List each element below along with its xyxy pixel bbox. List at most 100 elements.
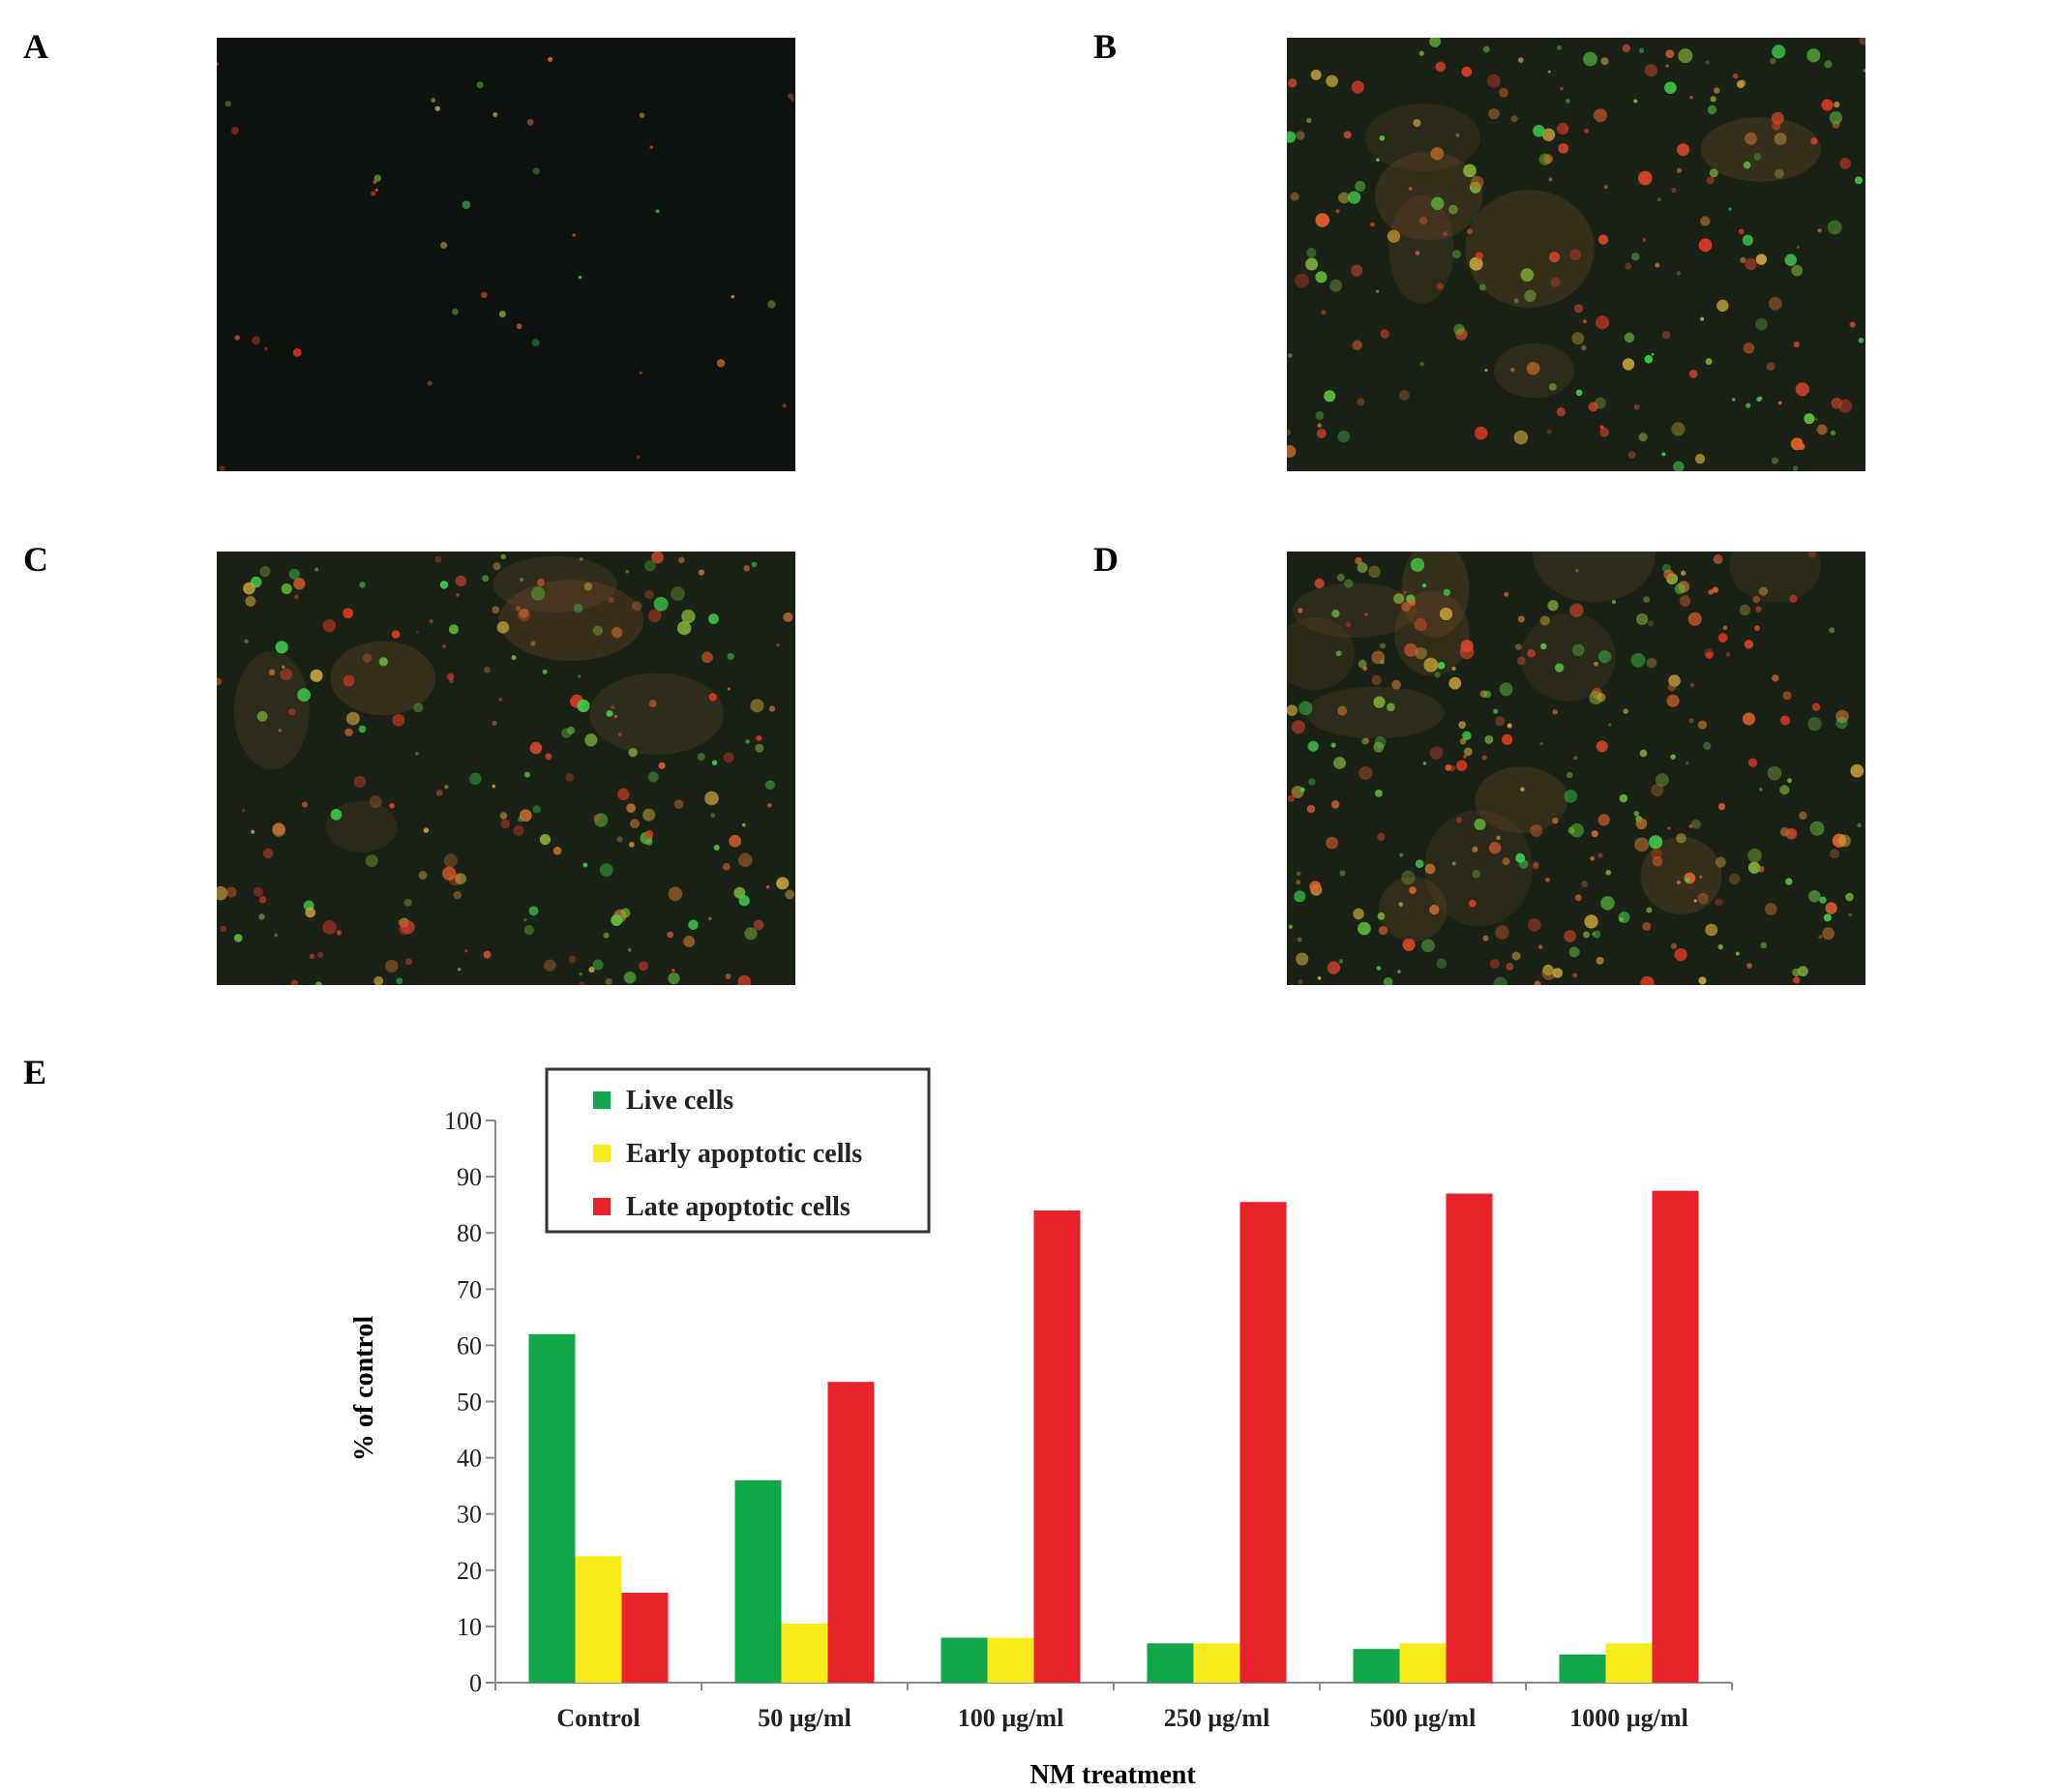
cell-dot — [258, 896, 267, 904]
cell-dot — [1391, 679, 1401, 690]
cell-dot — [442, 643, 446, 648]
cell-haze — [233, 651, 310, 770]
cell-dot — [225, 886, 237, 898]
y-tick-label: 40 — [457, 1445, 482, 1473]
cell-dot — [1705, 60, 1710, 65]
cell-dot — [1288, 924, 1294, 929]
cell-dot — [1448, 204, 1458, 215]
cell-dot — [1565, 99, 1570, 104]
cell-dot — [1728, 207, 1732, 211]
cell-haze — [1475, 766, 1568, 833]
cell-dot — [1326, 75, 1338, 88]
cell-dot — [1838, 399, 1853, 413]
cell-dot — [523, 925, 535, 936]
cell-dot — [1548, 177, 1553, 182]
cell-dot — [1839, 158, 1851, 169]
cell-dot — [1317, 976, 1322, 980]
cell-dot — [783, 612, 793, 622]
cell-dot — [1571, 332, 1585, 345]
cell-haze — [1305, 686, 1445, 739]
cell-dot — [716, 359, 726, 368]
cell-dot — [290, 979, 299, 985]
cell-dot — [1698, 976, 1707, 985]
bar — [1605, 1643, 1653, 1683]
cell-dot — [1792, 465, 1799, 471]
cell-dot — [399, 923, 411, 936]
cell-dot — [1757, 865, 1765, 873]
cell-dot — [647, 771, 659, 783]
cell-dot — [1380, 329, 1389, 339]
cell-dot — [723, 752, 734, 763]
cell-dot — [1287, 704, 1298, 716]
cell-dot — [1330, 799, 1340, 809]
cell-dot — [1310, 69, 1322, 80]
cell-dot — [1766, 362, 1776, 372]
cell-dot — [1472, 869, 1480, 879]
panel-label-a: A — [23, 27, 48, 66]
cell-dot — [1630, 652, 1646, 668]
cell-haze — [1287, 617, 1355, 691]
cell-dot — [245, 595, 256, 607]
cell-dot — [639, 371, 642, 374]
cell-dot — [1665, 49, 1675, 59]
cell-dot — [1499, 87, 1508, 98]
cell-dot — [1854, 176, 1863, 185]
y-tick-label: 30 — [457, 1501, 482, 1529]
cell-dot — [1343, 131, 1352, 139]
cell-dot — [1484, 369, 1488, 373]
cell-dot — [1453, 323, 1465, 336]
cell-dot — [1548, 382, 1557, 391]
bar — [987, 1637, 1034, 1683]
cell-dot — [1739, 604, 1751, 616]
cell-dot — [1336, 573, 1345, 582]
cell-dot — [396, 977, 403, 985]
cell-dot — [1644, 355, 1654, 364]
legend-entry: Early apoptotic cells — [626, 1139, 862, 1169]
cell-dot — [745, 739, 750, 744]
cell-dot — [1689, 682, 1695, 687]
cell-dot — [1321, 310, 1327, 315]
cell-dot — [1338, 959, 1344, 964]
cell-dot — [1368, 565, 1381, 579]
cell-dot — [1758, 586, 1769, 596]
cell-dot — [639, 112, 645, 118]
cell-dot — [435, 790, 443, 796]
cell-haze — [589, 672, 724, 756]
cell-dot — [1638, 433, 1648, 442]
panel-label-b: B — [1093, 27, 1118, 66]
cell-dot — [1858, 337, 1865, 343]
cell-dot — [1834, 102, 1840, 108]
cell-dot — [1408, 187, 1413, 191]
cell-dot — [688, 919, 699, 930]
cell-dot — [515, 606, 522, 612]
cell-dot — [1402, 938, 1416, 951]
cell-dot — [1470, 175, 1484, 190]
cell-dot — [1782, 691, 1792, 701]
cell-dot — [1413, 119, 1421, 128]
cell-dot — [753, 919, 764, 931]
cell-dot — [1377, 832, 1386, 842]
cell-dot — [1622, 358, 1635, 371]
cell-dot — [623, 971, 637, 984]
cell-dot — [1538, 153, 1551, 165]
cell-dot — [253, 886, 264, 897]
cell-dot — [1671, 187, 1677, 194]
cell-dot — [1557, 45, 1563, 50]
cell-dot — [1771, 457, 1778, 464]
cell-dot — [1743, 161, 1751, 169]
cell-dot — [645, 838, 653, 846]
y-tick-label: 20 — [457, 1557, 482, 1585]
cell-dot — [750, 699, 764, 713]
cell-dot — [392, 713, 405, 727]
cell-dot — [1436, 958, 1447, 969]
cell-dot — [1596, 693, 1606, 702]
cell-dot — [649, 145, 654, 149]
cell-dot — [1358, 765, 1373, 780]
cell-dot — [1717, 633, 1728, 643]
cell-dot — [1295, 273, 1309, 288]
cell-dot — [1547, 70, 1551, 74]
cell-dot — [1771, 111, 1784, 125]
cell-dot — [579, 981, 585, 985]
cell-dot — [1424, 863, 1436, 875]
cell-dot — [1829, 627, 1835, 634]
